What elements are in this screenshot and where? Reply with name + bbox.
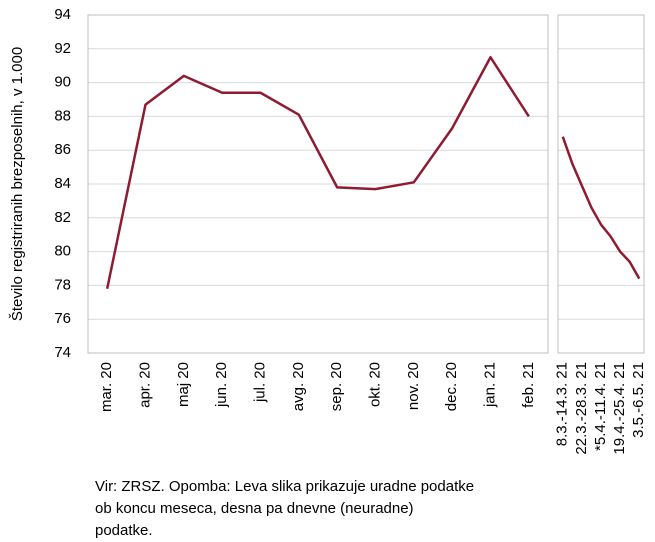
x-tick-label: dec. 20	[443, 362, 460, 411]
plot-frame	[557, 14, 645, 354]
y-tick-label: 84	[54, 175, 71, 192]
data-line	[561, 136, 641, 280]
y-tick-label: 86	[54, 141, 71, 158]
x-tick-label: avg. 20	[290, 362, 307, 411]
y-tick-label: 80	[54, 243, 71, 260]
y-tick-label: 76	[54, 310, 71, 327]
x-tick-label: 22.3.-28.3. 21	[573, 362, 590, 455]
note-line: Vir: ZRSZ. Opomba: Leva slika prikazuje …	[95, 478, 474, 495]
x-tick-label: 3.5.-6.5. 21	[630, 362, 647, 438]
y-tick-label: 74	[54, 344, 71, 361]
y-tick-label: 92	[54, 40, 71, 57]
note-line: ob koncu meseca, desna pa dnevne (neurad…	[95, 500, 414, 517]
x-tick-label: jun. 20	[213, 362, 230, 408]
x-tick-label: mar. 20	[98, 362, 115, 412]
x-tick-label: jul. 20	[251, 362, 268, 403]
x-tick-label: sep. 20	[328, 362, 345, 411]
y-tick-label: 90	[54, 74, 71, 91]
x-tick-label: maj 20	[175, 362, 192, 407]
y-tick-label: 78	[54, 276, 71, 293]
plot-frame	[87, 14, 549, 354]
x-tick-label: 8.3.-14.3. 21	[554, 362, 571, 446]
data-line	[105, 56, 530, 290]
x-tick-label: 19.4.-25.4. 21	[611, 362, 628, 455]
note-line: podatke.	[95, 522, 153, 539]
x-tick-label: okt. 20	[366, 362, 383, 407]
x-tick-label: nov. 20	[405, 362, 422, 410]
y-tick-label: 88	[54, 107, 71, 124]
x-tick-label: *5.4.-11.4. 21	[592, 362, 609, 451]
y-tick-label: 94	[54, 6, 71, 23]
y-axis-label: Število registriranih brezposelnih, v 1.…	[9, 47, 26, 321]
x-tick-label: jan. 21	[481, 362, 498, 408]
x-tick-label: feb. 21	[520, 362, 537, 408]
x-tick-label: apr. 20	[136, 362, 153, 408]
y-tick-label: 82	[54, 209, 71, 226]
